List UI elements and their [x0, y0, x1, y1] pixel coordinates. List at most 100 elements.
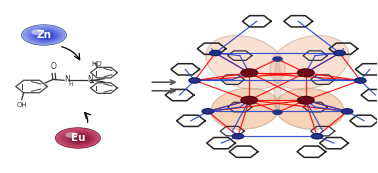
Circle shape [57, 129, 99, 148]
Circle shape [210, 51, 221, 56]
Circle shape [297, 69, 314, 76]
Circle shape [65, 132, 93, 145]
Circle shape [37, 32, 55, 40]
Circle shape [66, 133, 92, 144]
Circle shape [30, 29, 60, 42]
Circle shape [355, 78, 366, 83]
Circle shape [27, 27, 62, 43]
Circle shape [62, 131, 95, 146]
Circle shape [72, 135, 87, 142]
Circle shape [189, 78, 200, 83]
Circle shape [70, 135, 88, 143]
Circle shape [22, 25, 67, 45]
Circle shape [79, 138, 82, 140]
Circle shape [77, 138, 83, 140]
Circle shape [44, 35, 49, 37]
Text: Zn: Zn [37, 30, 51, 40]
Text: N: N [87, 75, 93, 84]
Circle shape [65, 132, 78, 138]
Circle shape [78, 138, 83, 140]
Circle shape [79, 139, 82, 140]
Circle shape [59, 129, 98, 147]
Circle shape [202, 109, 214, 114]
Circle shape [60, 130, 96, 147]
Circle shape [46, 36, 47, 37]
Circle shape [40, 33, 52, 39]
Circle shape [77, 138, 84, 141]
Circle shape [60, 130, 97, 147]
Circle shape [37, 32, 54, 40]
Text: OH: OH [17, 102, 27, 108]
Circle shape [342, 109, 353, 114]
Circle shape [55, 128, 101, 148]
Circle shape [232, 134, 243, 139]
Circle shape [35, 31, 56, 40]
Circle shape [241, 69, 257, 76]
Circle shape [69, 134, 90, 143]
Circle shape [39, 33, 53, 39]
Text: H: H [69, 82, 73, 87]
Circle shape [59, 129, 98, 147]
Circle shape [38, 32, 54, 39]
Circle shape [65, 132, 93, 145]
Circle shape [42, 34, 50, 38]
Circle shape [28, 28, 62, 43]
Circle shape [31, 29, 44, 35]
Circle shape [24, 26, 65, 44]
Circle shape [45, 36, 48, 37]
Circle shape [36, 31, 55, 40]
Circle shape [58, 129, 99, 147]
Circle shape [68, 134, 90, 144]
Text: O: O [51, 62, 56, 71]
Circle shape [68, 133, 91, 144]
Circle shape [74, 136, 86, 142]
Circle shape [311, 134, 323, 139]
Circle shape [26, 27, 63, 44]
Circle shape [29, 29, 60, 42]
Ellipse shape [275, 88, 344, 129]
Circle shape [35, 31, 56, 40]
Ellipse shape [274, 61, 281, 112]
Circle shape [29, 28, 60, 43]
Circle shape [43, 35, 49, 37]
Ellipse shape [270, 36, 349, 89]
Circle shape [76, 137, 85, 141]
Circle shape [45, 35, 48, 37]
Circle shape [72, 135, 88, 142]
Circle shape [57, 128, 99, 148]
Circle shape [32, 30, 58, 42]
Circle shape [297, 97, 314, 104]
Circle shape [33, 30, 58, 41]
Circle shape [26, 27, 63, 43]
Circle shape [25, 26, 64, 44]
Circle shape [43, 35, 50, 38]
Circle shape [67, 133, 91, 144]
Circle shape [73, 136, 87, 142]
Circle shape [23, 25, 66, 45]
Circle shape [33, 30, 57, 41]
Text: N: N [65, 75, 70, 84]
Circle shape [241, 97, 257, 104]
Circle shape [334, 51, 345, 56]
Circle shape [31, 29, 59, 42]
Circle shape [25, 26, 64, 44]
Circle shape [42, 34, 51, 38]
Circle shape [62, 131, 96, 146]
Circle shape [75, 137, 85, 141]
Ellipse shape [206, 36, 285, 89]
Circle shape [39, 33, 53, 39]
Circle shape [23, 26, 65, 45]
Text: HO: HO [91, 61, 102, 67]
Circle shape [76, 137, 84, 141]
Circle shape [31, 29, 59, 42]
Circle shape [64, 131, 94, 145]
Circle shape [273, 57, 282, 61]
Circle shape [41, 34, 51, 38]
Circle shape [28, 28, 61, 43]
Circle shape [34, 30, 57, 41]
Circle shape [71, 135, 88, 143]
Circle shape [74, 136, 85, 142]
Circle shape [63, 131, 94, 145]
Text: Eu: Eu [71, 133, 85, 143]
Ellipse shape [211, 88, 280, 129]
